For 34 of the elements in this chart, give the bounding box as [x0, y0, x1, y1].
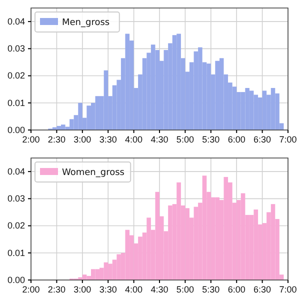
legend-label: Women_gross [62, 168, 125, 178]
x-tick-label: 6:30 [254, 284, 272, 294]
x-tick-label: 5:30 [202, 134, 220, 144]
x-tick-label: 2:00 [22, 134, 40, 144]
x-tick-label: 5:30 [202, 284, 220, 294]
x-tick-label: 5:00 [176, 134, 194, 144]
y-tick-label: 0.04 [7, 166, 25, 176]
x-tick-label: 6:00 [228, 134, 246, 144]
x-tick-label: 4:00 [125, 284, 143, 294]
legend-label: Men_gross [62, 18, 110, 28]
x-tick-label: 4:30 [150, 284, 168, 294]
x-tick-label: 3:30 [99, 284, 117, 294]
y-tick-label: 0.00 [7, 124, 25, 135]
x-tick-label: 7:00 [279, 284, 297, 294]
x-tick-label: 2:00 [22, 284, 40, 294]
x-tick-label: 3:00 [74, 134, 92, 144]
x-tick-label: 4:30 [150, 134, 168, 144]
x-tick-label: 6:00 [228, 284, 246, 294]
y-tick-label: 0.01 [7, 98, 25, 108]
x-tick-label: 2:30 [48, 134, 66, 144]
x-tick-label: 2:30 [48, 284, 66, 294]
x-tick-label: 6:30 [254, 134, 272, 144]
y-tick-label: 0.02 [7, 70, 25, 81]
x-tick-label: 3:00 [74, 284, 92, 294]
y-tick-label: 0.03 [7, 194, 25, 204]
y-tick-label: 0.02 [7, 220, 25, 231]
y-tick-label: 0.01 [7, 248, 25, 258]
y-tick-label: 0.03 [7, 44, 25, 54]
y-tick-label: 0.00 [7, 274, 25, 285]
x-tick-label: 4:00 [125, 134, 143, 144]
x-tick-label: 7:00 [279, 134, 297, 144]
x-tick-label: 3:30 [99, 134, 117, 144]
y-tick-label: 0.04 [7, 16, 25, 26]
x-tick-label: 5:00 [176, 284, 194, 294]
